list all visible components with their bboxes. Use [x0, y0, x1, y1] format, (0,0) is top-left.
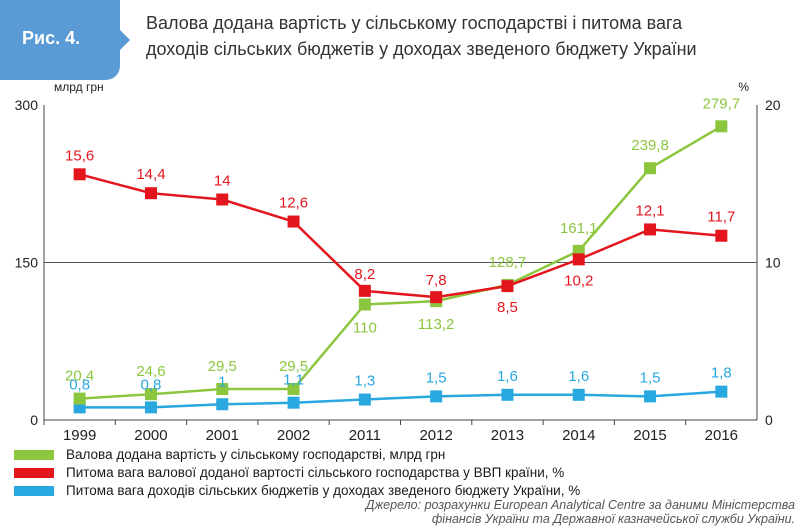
x-tick-label: 1999	[63, 427, 96, 444]
rural-budget-data-label: 1,8	[711, 365, 732, 382]
source-note: Джерело: розрахунки European Analytical …	[366, 498, 795, 526]
gva-data-label: 279,7	[703, 95, 741, 112]
gva-data-label: 24,6	[136, 363, 165, 380]
legend-swatch-gva	[14, 450, 54, 460]
rural-budget-series-line	[79, 390, 722, 409]
gva-data-label: 20,4	[65, 368, 94, 385]
gva-marker	[73, 392, 86, 405]
rural-budget-data-label: 0,8	[141, 376, 162, 393]
rural-budget-data-label: 0,8	[69, 376, 90, 393]
gva-data-label: 110	[353, 320, 377, 337]
x-tick-label: 2016	[705, 427, 738, 444]
gdp-share-data-label: 15,6	[65, 147, 94, 164]
y-left-tick-label: 0	[30, 412, 38, 428]
x-tick-label: 2012	[419, 427, 452, 444]
chart-title-line-1: Валова додана вартість у сільському госп…	[146, 13, 683, 33]
gva-marker	[644, 162, 657, 175]
gdp-share-data-label: 12,1	[635, 202, 664, 219]
figure-number: Рис. 4.	[22, 28, 81, 48]
legend-label-gva: Валова додана вартість у сільському госп…	[66, 447, 446, 462]
rural-budget-data-label: 1,3	[354, 373, 375, 390]
y-right-tick-label: 20	[765, 97, 781, 113]
gdp-share-data-label: 11,7	[707, 209, 735, 226]
rural-budget-marker	[572, 388, 585, 401]
source-line-1: Джерело: розрахунки European Analytical …	[365, 498, 795, 512]
rural-budget-marker	[501, 388, 514, 401]
gva-marker	[358, 298, 371, 311]
gva-data-label: 161,1	[560, 220, 598, 237]
rural-budget-data-label: 1	[218, 373, 226, 390]
y-left-tick-label: 150	[15, 255, 39, 271]
x-tick-label: 2011	[349, 427, 381, 444]
gdp-share-data-label: 14	[214, 173, 231, 190]
x-tick-label: 2015	[633, 427, 666, 444]
gdp-share-marker	[144, 187, 157, 200]
legend-label-gdp-share: Питома вага валової доданої вартості сіл…	[66, 465, 565, 480]
chart-title: Валова додана вартість у сільському госп…	[146, 10, 786, 62]
rural-budget-marker	[430, 390, 443, 403]
gva-marker	[144, 388, 157, 401]
gva-marker	[216, 383, 229, 396]
legend-label-rural-budget-share: Питома вага доходів сільських бюджетів у…	[66, 483, 581, 498]
legend-swatch-gdp-share	[14, 468, 54, 478]
gdp-share-marker	[430, 291, 443, 304]
rural-budget-marker	[216, 398, 229, 411]
gva-data-label: 239,8	[631, 137, 669, 154]
gva-data-label: 29,5	[208, 358, 237, 375]
gva-series-line	[79, 125, 723, 400]
rural-budget-marker	[287, 396, 300, 409]
gdp-share-data-label: 14,4	[136, 166, 165, 183]
figure-badge: Рис. 4.	[0, 0, 120, 80]
gva-data-label: 29,5	[279, 358, 308, 375]
gva-marker	[287, 383, 300, 396]
x-tick-label: 2014	[562, 427, 595, 444]
gdp-share-marker	[358, 284, 371, 297]
x-tick-label: 2000	[134, 427, 167, 444]
gva-marker	[715, 120, 728, 133]
gdp-share-marker	[501, 280, 514, 293]
gdp-share-data-label: 7,8	[426, 272, 447, 289]
legend-swatch-rural-budget-share	[14, 486, 54, 496]
figure-badge-arrow	[120, 30, 130, 50]
y-right-tick-label: 0	[765, 412, 773, 428]
rural-budget-data-label: 1,1	[283, 372, 304, 389]
gdp-share-marker	[572, 253, 585, 266]
rural-budget-data-label: 1,6	[497, 368, 518, 385]
y-left-tick-label: 300	[15, 97, 39, 113]
x-tick-label: 2013	[491, 427, 524, 444]
gdp-share-marker	[715, 229, 728, 242]
gdp-share-marker	[287, 215, 300, 228]
y-right-axis-label: %	[738, 80, 749, 94]
gdp-share-marker	[73, 168, 86, 181]
gdp-share-data-label: 10,2	[564, 272, 593, 289]
gdp-share-data-label: 8,5	[497, 299, 518, 316]
gdp-share-data-label: 8,2	[354, 266, 375, 283]
gdp-share-data-label: 12,6	[279, 195, 308, 212]
rural-budget-data-label: 1,5	[426, 369, 447, 386]
gdp-share-marker	[644, 223, 657, 236]
y-left-axis-label: млрд грн	[54, 80, 104, 94]
rural-budget-marker	[358, 393, 371, 406]
rural-budget-data-label: 1,6	[568, 368, 589, 385]
x-tick-label: 2002	[277, 427, 310, 444]
source-line-2: фінансів України та Державної казначейсь…	[431, 512, 795, 526]
gdp-share-series-line	[79, 173, 722, 299]
x-tick-label: 2001	[206, 427, 239, 444]
chart-title-line-2: доходів сільських бюджетів у доходах зве…	[146, 39, 697, 59]
rural-budget-marker	[715, 385, 728, 398]
rural-budget-marker	[644, 390, 657, 403]
gdp-share-marker	[216, 193, 229, 206]
rural-budget-marker	[144, 401, 157, 414]
y-right-tick-label: 10	[765, 255, 781, 271]
rural-budget-data-label: 1,5	[640, 369, 661, 386]
gva-data-label: 113,2	[418, 316, 454, 333]
gva-data-label: 128,7	[489, 254, 527, 271]
